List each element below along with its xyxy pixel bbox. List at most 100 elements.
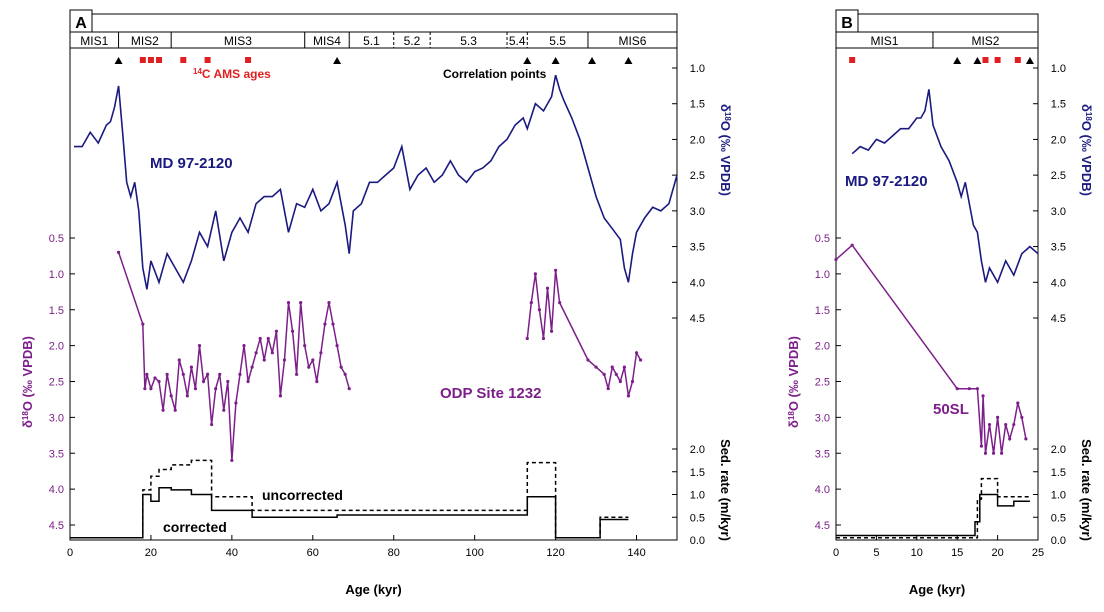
left-axis-title-rest: O (‰ VPDB) (786, 336, 801, 411)
plot-frame (69, 13, 678, 541)
stage-label: 5.2 (404, 34, 421, 48)
series-point (295, 372, 299, 376)
series-point (614, 372, 618, 376)
x-tick-label: 5 (873, 547, 879, 559)
c14-age-marker (147, 57, 154, 63)
right-bottom-tick-label: 0.5 (690, 512, 705, 524)
c14-age-marker (982, 57, 989, 63)
series-point (981, 394, 985, 398)
left-axis-title-rest: O (‰ VPDB) (20, 336, 35, 411)
stage-label: 5.3 (460, 34, 477, 48)
series-point (165, 372, 169, 376)
right-bottom-axis-title: Sed. rate (m/kyr) (1079, 439, 1094, 541)
series-point (850, 243, 854, 247)
right-top-tick-label: 2.0 (690, 134, 705, 146)
series-point (149, 387, 153, 391)
label-50sl: 50SL (933, 401, 969, 418)
series-point (1016, 401, 1020, 405)
x-tick-label: 40 (226, 547, 238, 559)
series-point (181, 372, 185, 376)
c14-age-marker (204, 57, 211, 63)
series-point (987, 422, 992, 427)
series-point (996, 415, 1000, 419)
right-top-tick-label: 3.5 (690, 242, 705, 254)
correlation-point-marker (973, 57, 982, 64)
c14-age-marker (139, 57, 146, 63)
stage-label: MIS6 (618, 34, 646, 48)
left-tick-label: 2.5 (815, 377, 830, 389)
left-tick-label: 3.5 (815, 448, 830, 460)
series-point (311, 358, 315, 362)
series-point (299, 300, 303, 305)
correlation-point-marker (523, 57, 532, 64)
right-top-tick-label: 2.0 (1051, 134, 1066, 146)
right-top-tick-label: 1.0 (690, 63, 705, 75)
c14-age-marker (994, 57, 1001, 63)
series-line-md-97-2120 (74, 74, 678, 290)
right-top-axis-title-sup: 18 (724, 112, 733, 121)
series-line-50sl (835, 244, 1027, 454)
x-axis-label: Age (kyr) (345, 582, 401, 597)
left-axis-title-delta: δ (786, 420, 801, 428)
series-point (193, 387, 198, 391)
series-point (177, 358, 181, 362)
left-tick-label: 4.0 (815, 484, 830, 496)
series-point (983, 451, 988, 455)
right-bottom-tick-label: 1.0 (1051, 490, 1066, 502)
series-point (258, 336, 262, 341)
left-tick-label: 0.5 (815, 233, 830, 245)
right-top-tick-label: 4.5 (1051, 313, 1066, 325)
stage-label: MIS3 (224, 34, 252, 48)
x-tick-label: 15 (951, 547, 963, 559)
label-corrected: corrected (163, 519, 227, 535)
series-point (594, 365, 598, 369)
series-point (626, 394, 631, 398)
correlation-point-marker (551, 57, 560, 64)
left-tick-label: 3.5 (49, 448, 64, 460)
stage-label: 5.1 (363, 34, 380, 48)
series-point (116, 250, 121, 254)
c14-annotation-sup: 14 (193, 67, 202, 76)
series-point (979, 444, 984, 448)
x-tick-label: 140 (627, 547, 645, 559)
c14-annotation: 14C AMS ages (193, 67, 271, 82)
c14-age-marker (180, 57, 187, 63)
panel-letter: A (75, 15, 87, 32)
series-point (169, 394, 173, 398)
series-point (274, 329, 278, 333)
right-top-tick-label: 1.5 (690, 99, 705, 111)
c14-age-marker (1014, 57, 1021, 63)
series-point (145, 372, 149, 376)
series-point (141, 322, 145, 326)
series-point (254, 351, 258, 355)
series-line-corrected (70, 486, 629, 539)
x-tick-label: 120 (546, 547, 564, 559)
series-line-corrected (836, 493, 1030, 537)
x-tick-label: 20 (145, 547, 157, 559)
left-tick-label: 3.0 (49, 412, 64, 424)
series-point (1004, 422, 1008, 427)
label-uncorrected: uncorrected (262, 487, 343, 503)
right-bottom-tick-label: 0.0 (1051, 535, 1066, 547)
series-line-odp-site-1232-late- (526, 270, 642, 397)
series-point (634, 351, 639, 355)
series-point (250, 365, 254, 369)
series-point (262, 358, 266, 362)
series-point (558, 300, 562, 305)
series-point (157, 379, 161, 384)
right-bottom-tick-label: 1.5 (690, 467, 705, 479)
left-axis-title: δ18O (‰ VPDB) (786, 336, 801, 428)
series-point (153, 376, 157, 380)
series-point (282, 358, 287, 362)
panel-a: A MIS1 MIS2 MIS3 MIS4 5.1 5.2 5.3 5.4 5.5 MIS6 14C … (20, 9, 733, 597)
series-point (638, 358, 643, 362)
series-line-uncorrected (836, 477, 1030, 539)
c14-age-marker (156, 57, 163, 63)
x-tick-label: 80 (388, 547, 400, 559)
series-point (222, 408, 226, 412)
x-tick-label: 100 (465, 547, 483, 559)
series-point (266, 336, 270, 341)
series-point (242, 344, 246, 348)
left-axis-title: δ18O (‰ VPDB) (20, 336, 35, 428)
